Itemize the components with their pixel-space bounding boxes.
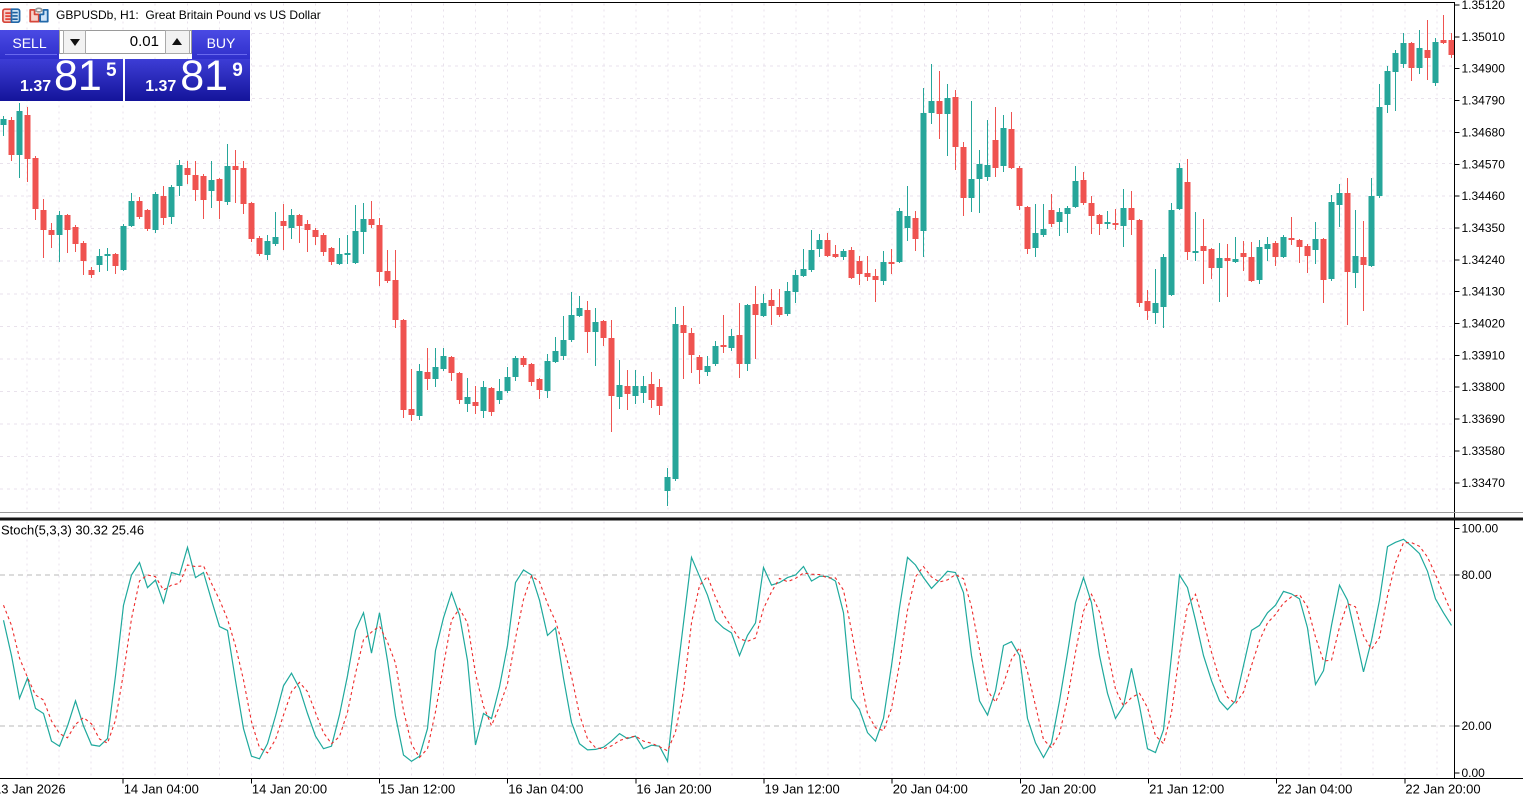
svg-text:22 Jan 04:00: 22 Jan 04:00 xyxy=(1277,782,1352,797)
svg-text:20.00: 20.00 xyxy=(1462,719,1492,733)
svg-text:1.33690: 1.33690 xyxy=(1462,412,1506,426)
svg-text:1.34240: 1.34240 xyxy=(1462,253,1506,267)
svg-text:1.34900: 1.34900 xyxy=(1462,62,1506,76)
svg-text:80.00: 80.00 xyxy=(1462,568,1492,582)
svg-text:1.34350: 1.34350 xyxy=(1462,221,1506,235)
svg-text:1.34460: 1.34460 xyxy=(1462,189,1506,203)
svg-text:1.33910: 1.33910 xyxy=(1462,348,1506,362)
svg-text:14 Jan 04:00: 14 Jan 04:00 xyxy=(124,782,199,797)
svg-text:0.00: 0.00 xyxy=(1462,766,1486,780)
svg-text:15 Jan 12:00: 15 Jan 12:00 xyxy=(380,782,455,797)
svg-text:100.00: 100.00 xyxy=(1462,522,1499,536)
svg-text:19 Jan 12:00: 19 Jan 12:00 xyxy=(765,782,840,797)
svg-text:16 Jan 20:00: 16 Jan 20:00 xyxy=(636,782,711,797)
svg-text:1.33580: 1.33580 xyxy=(1462,444,1506,458)
svg-text:GBPUSDb, H1: Great Britain Po: GBPUSDb, H1: Great Britain Pound vs US D… xyxy=(56,8,321,22)
svg-text:13 Jan 2026: 13 Jan 2026 xyxy=(0,782,66,797)
svg-text:1.35010: 1.35010 xyxy=(1462,30,1506,44)
svg-text:20 Jan 20:00: 20 Jan 20:00 xyxy=(1021,782,1096,797)
svg-text:20 Jan 04:00: 20 Jan 04:00 xyxy=(893,782,968,797)
svg-text:22 Jan 20:00: 22 Jan 20:00 xyxy=(1405,782,1480,797)
svg-text:1.34790: 1.34790 xyxy=(1462,94,1506,108)
svg-text:1.34680: 1.34680 xyxy=(1462,125,1506,139)
svg-text:1.34130: 1.34130 xyxy=(1462,285,1506,299)
svg-text:1.33470: 1.33470 xyxy=(1462,476,1506,490)
svg-text:1.35120: 1.35120 xyxy=(1462,0,1506,12)
svg-text:1.34570: 1.34570 xyxy=(1462,157,1506,171)
svg-text:14 Jan 20:00: 14 Jan 20:00 xyxy=(252,782,327,797)
svg-text:21 Jan 12:00: 21 Jan 12:00 xyxy=(1149,782,1224,797)
svg-text:16 Jan 04:00: 16 Jan 04:00 xyxy=(508,782,583,797)
svg-text:1.33800: 1.33800 xyxy=(1462,380,1506,394)
svg-text:1.34020: 1.34020 xyxy=(1462,317,1506,331)
svg-text:Stoch(5,3,3) 30.32 25.46: Stoch(5,3,3) 30.32 25.46 xyxy=(1,523,144,538)
